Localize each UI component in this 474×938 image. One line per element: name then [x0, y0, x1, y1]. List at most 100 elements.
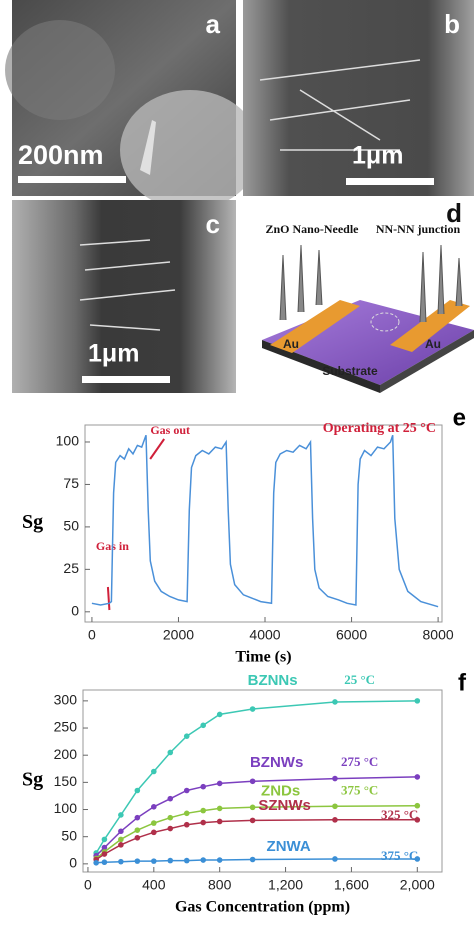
data-point: [200, 783, 207, 790]
panel-label: a: [206, 9, 221, 39]
annotation: Gas out: [150, 423, 190, 437]
data-point: [200, 807, 207, 814]
series-temperature: 325 °C: [381, 807, 418, 822]
data-point: [167, 749, 174, 756]
electrode-label: Au: [283, 337, 299, 351]
electrode-label: Au: [425, 337, 441, 351]
data-point: [414, 698, 421, 704]
data-point: [167, 857, 174, 864]
scale-bar-label: 1μm: [352, 142, 403, 170]
y-tick-label: 250: [54, 719, 78, 735]
data-point: [216, 805, 223, 812]
annotation-arrow: [106, 586, 111, 611]
x-tick-label: 2000: [163, 627, 194, 643]
y-tick-label: 50: [63, 518, 79, 534]
series-temperature: 275 °C: [341, 754, 378, 769]
data-line: [91, 434, 439, 608]
data-line: [95, 804, 418, 859]
chart-title: Operating at 25 °C: [323, 421, 436, 436]
data-point: [118, 858, 124, 865]
x-tick-label: 0: [84, 877, 92, 893]
data-point: [118, 812, 124, 818]
x-tick-label: 6000: [336, 627, 367, 643]
data-point: [101, 851, 108, 857]
x-tick-label: 1,600: [334, 877, 369, 893]
data-point: [249, 856, 256, 863]
data-point: [134, 814, 141, 821]
panel-label: d: [446, 198, 462, 228]
data-point: [216, 857, 223, 863]
y-tick-label: 200: [54, 746, 78, 762]
series-temperature: 375 °C: [341, 783, 378, 798]
data-point: [414, 774, 421, 780]
data-line: [95, 776, 418, 857]
junction-label: NN-NN junction: [376, 222, 461, 236]
data-point: [183, 787, 190, 794]
data-point: [134, 827, 141, 833]
y-tick-label: 50: [61, 827, 77, 843]
y-tick-label: 75: [63, 475, 79, 491]
data-point: [216, 780, 223, 787]
data-point: [332, 775, 338, 782]
y-tick-label: 300: [54, 692, 78, 708]
sem-image-c: c 1μm: [12, 200, 236, 393]
needle-label: ZnO Nano-Needle: [266, 222, 360, 236]
data-point: [183, 821, 190, 828]
data-point: [134, 834, 141, 841]
data-point: [101, 836, 108, 843]
annotation-arrow: [149, 438, 165, 460]
y-axis-label: Sg: [22, 511, 43, 533]
series-label: BZNWs: [250, 754, 303, 771]
y-axis-label: Sg: [22, 769, 43, 791]
data-point: [167, 814, 174, 821]
data-point: [167, 825, 174, 832]
series-label: ZNDs: [261, 783, 300, 800]
data-point: [118, 828, 124, 835]
data-point: [200, 722, 207, 729]
data-point: [414, 817, 421, 823]
data-point: [216, 818, 223, 825]
data-point: [200, 819, 207, 826]
sem-image-b: b 1μm: [243, 0, 474, 196]
data-point: [414, 802, 421, 809]
y-tick-label: 150: [54, 773, 78, 789]
data-point: [183, 857, 190, 864]
data-point: [151, 858, 157, 864]
series-label: ZNWA: [267, 838, 311, 855]
series-label: BZNNs: [248, 672, 298, 689]
x-tick-label: 400: [142, 877, 166, 893]
x-tick-label: 8000: [423, 627, 454, 643]
data-point: [200, 857, 207, 863]
panel-label: e: [453, 404, 466, 431]
x-axis-label: Time (s): [235, 649, 291, 666]
y-tick-label: 100: [56, 433, 80, 449]
data-point: [118, 836, 124, 843]
data-point: [249, 778, 256, 785]
x-tick-label: 2,000: [400, 877, 435, 893]
data-point: [183, 733, 190, 739]
data-point: [249, 817, 256, 824]
data-point: [249, 706, 256, 712]
plot-frame: [82, 689, 443, 873]
data-point: [183, 810, 190, 817]
series-temperature: 25 °C: [344, 672, 375, 687]
scale-bar-label: 1μm: [88, 340, 139, 368]
y-tick-label: 25: [63, 560, 79, 576]
data-point: [151, 804, 157, 810]
data-point: [134, 858, 141, 864]
x-tick-label: 800: [208, 877, 232, 893]
substrate-label: Substrate: [322, 364, 378, 378]
data-point: [332, 856, 338, 862]
data-point: [167, 795, 174, 802]
data-line: [96, 858, 418, 864]
x-tick-label: 0: [88, 627, 96, 643]
y-tick-label: 0: [71, 603, 79, 619]
device-schematic-d: d ZnO Nano-Needle NN-NN junction Au Au S…: [262, 198, 474, 393]
data-point: [151, 829, 157, 836]
x-axis-label: Gas Concentration (ppm): [175, 899, 350, 916]
panel-label: b: [444, 9, 460, 39]
data-line: [95, 819, 418, 861]
data-point: [134, 787, 141, 794]
data-line: [95, 700, 418, 854]
